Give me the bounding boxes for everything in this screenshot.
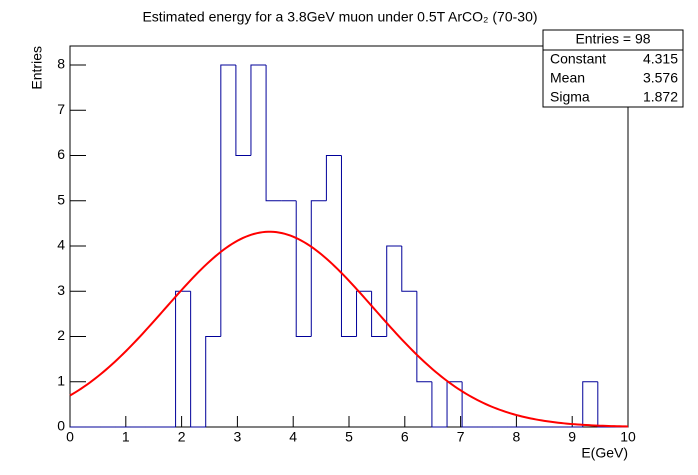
chart-title: Estimated energy for a 3.8GeV muon under…	[142, 9, 537, 25]
histogram-bin	[205, 336, 221, 427]
histogram-bin	[431, 381, 448, 428]
stats-value: 3.576	[643, 70, 678, 86]
x-tick-label: 3	[234, 429, 242, 445]
histogram-bin	[416, 291, 432, 383]
y-tick-label: 6	[57, 146, 65, 162]
histogram-bin	[235, 65, 251, 157]
histogram-bin	[295, 200, 312, 338]
histogram-bin	[265, 65, 282, 202]
x-axis-label: E(GeV)	[581, 445, 628, 461]
fit-curve	[69, 230, 629, 428]
stats-box	[542, 29, 684, 108]
histogram-bin	[386, 245, 402, 337]
y-tick-label: 4	[57, 237, 65, 253]
x-tick-label: 4	[289, 429, 297, 445]
stats-entries: Entries = 98	[575, 31, 650, 47]
histogram-bin	[597, 381, 613, 428]
x-tick-label: 9	[568, 429, 576, 445]
stats-name: Constant	[550, 51, 606, 67]
stats-value: 1.872	[643, 89, 678, 105]
x-tick-label: 1	[122, 429, 130, 445]
y-tick-label: 0	[57, 418, 65, 434]
histogram-bin	[190, 291, 206, 428]
y-tick-label: 5	[57, 191, 65, 207]
y-tick-label: 3	[57, 282, 65, 298]
x-tick-label: 6	[401, 429, 409, 445]
histogram-bin	[310, 200, 327, 337]
histogram-bin	[461, 381, 478, 428]
histogram-bin	[401, 246, 417, 292]
histogram-bin	[340, 155, 357, 338]
histogram-bin	[582, 381, 598, 427]
x-tick-label: 5	[345, 429, 353, 445]
stats-name: Sigma	[550, 89, 590, 105]
stats-name: Mean	[550, 70, 585, 86]
y-tick-label: 7	[57, 101, 65, 117]
histogram-bin	[220, 64, 236, 337]
stats-value: 4.315	[643, 51, 678, 67]
y-tick-label: 8	[57, 56, 65, 72]
x-tick-label: 10	[620, 429, 636, 445]
y-tick-label: 2	[57, 327, 65, 343]
histogram-bin	[356, 290, 372, 337]
y-axis-label: Entries	[29, 46, 45, 90]
histogram-bin	[250, 64, 267, 156]
x-tick-label: 0	[66, 429, 74, 445]
x-tick-label: 2	[178, 429, 186, 445]
histogram-bin	[325, 155, 342, 201]
x-tick-label: 7	[457, 429, 465, 445]
histogram-bin	[175, 290, 191, 427]
y-tick-label: 1	[57, 372, 65, 388]
x-tick-label: 8	[513, 429, 521, 445]
